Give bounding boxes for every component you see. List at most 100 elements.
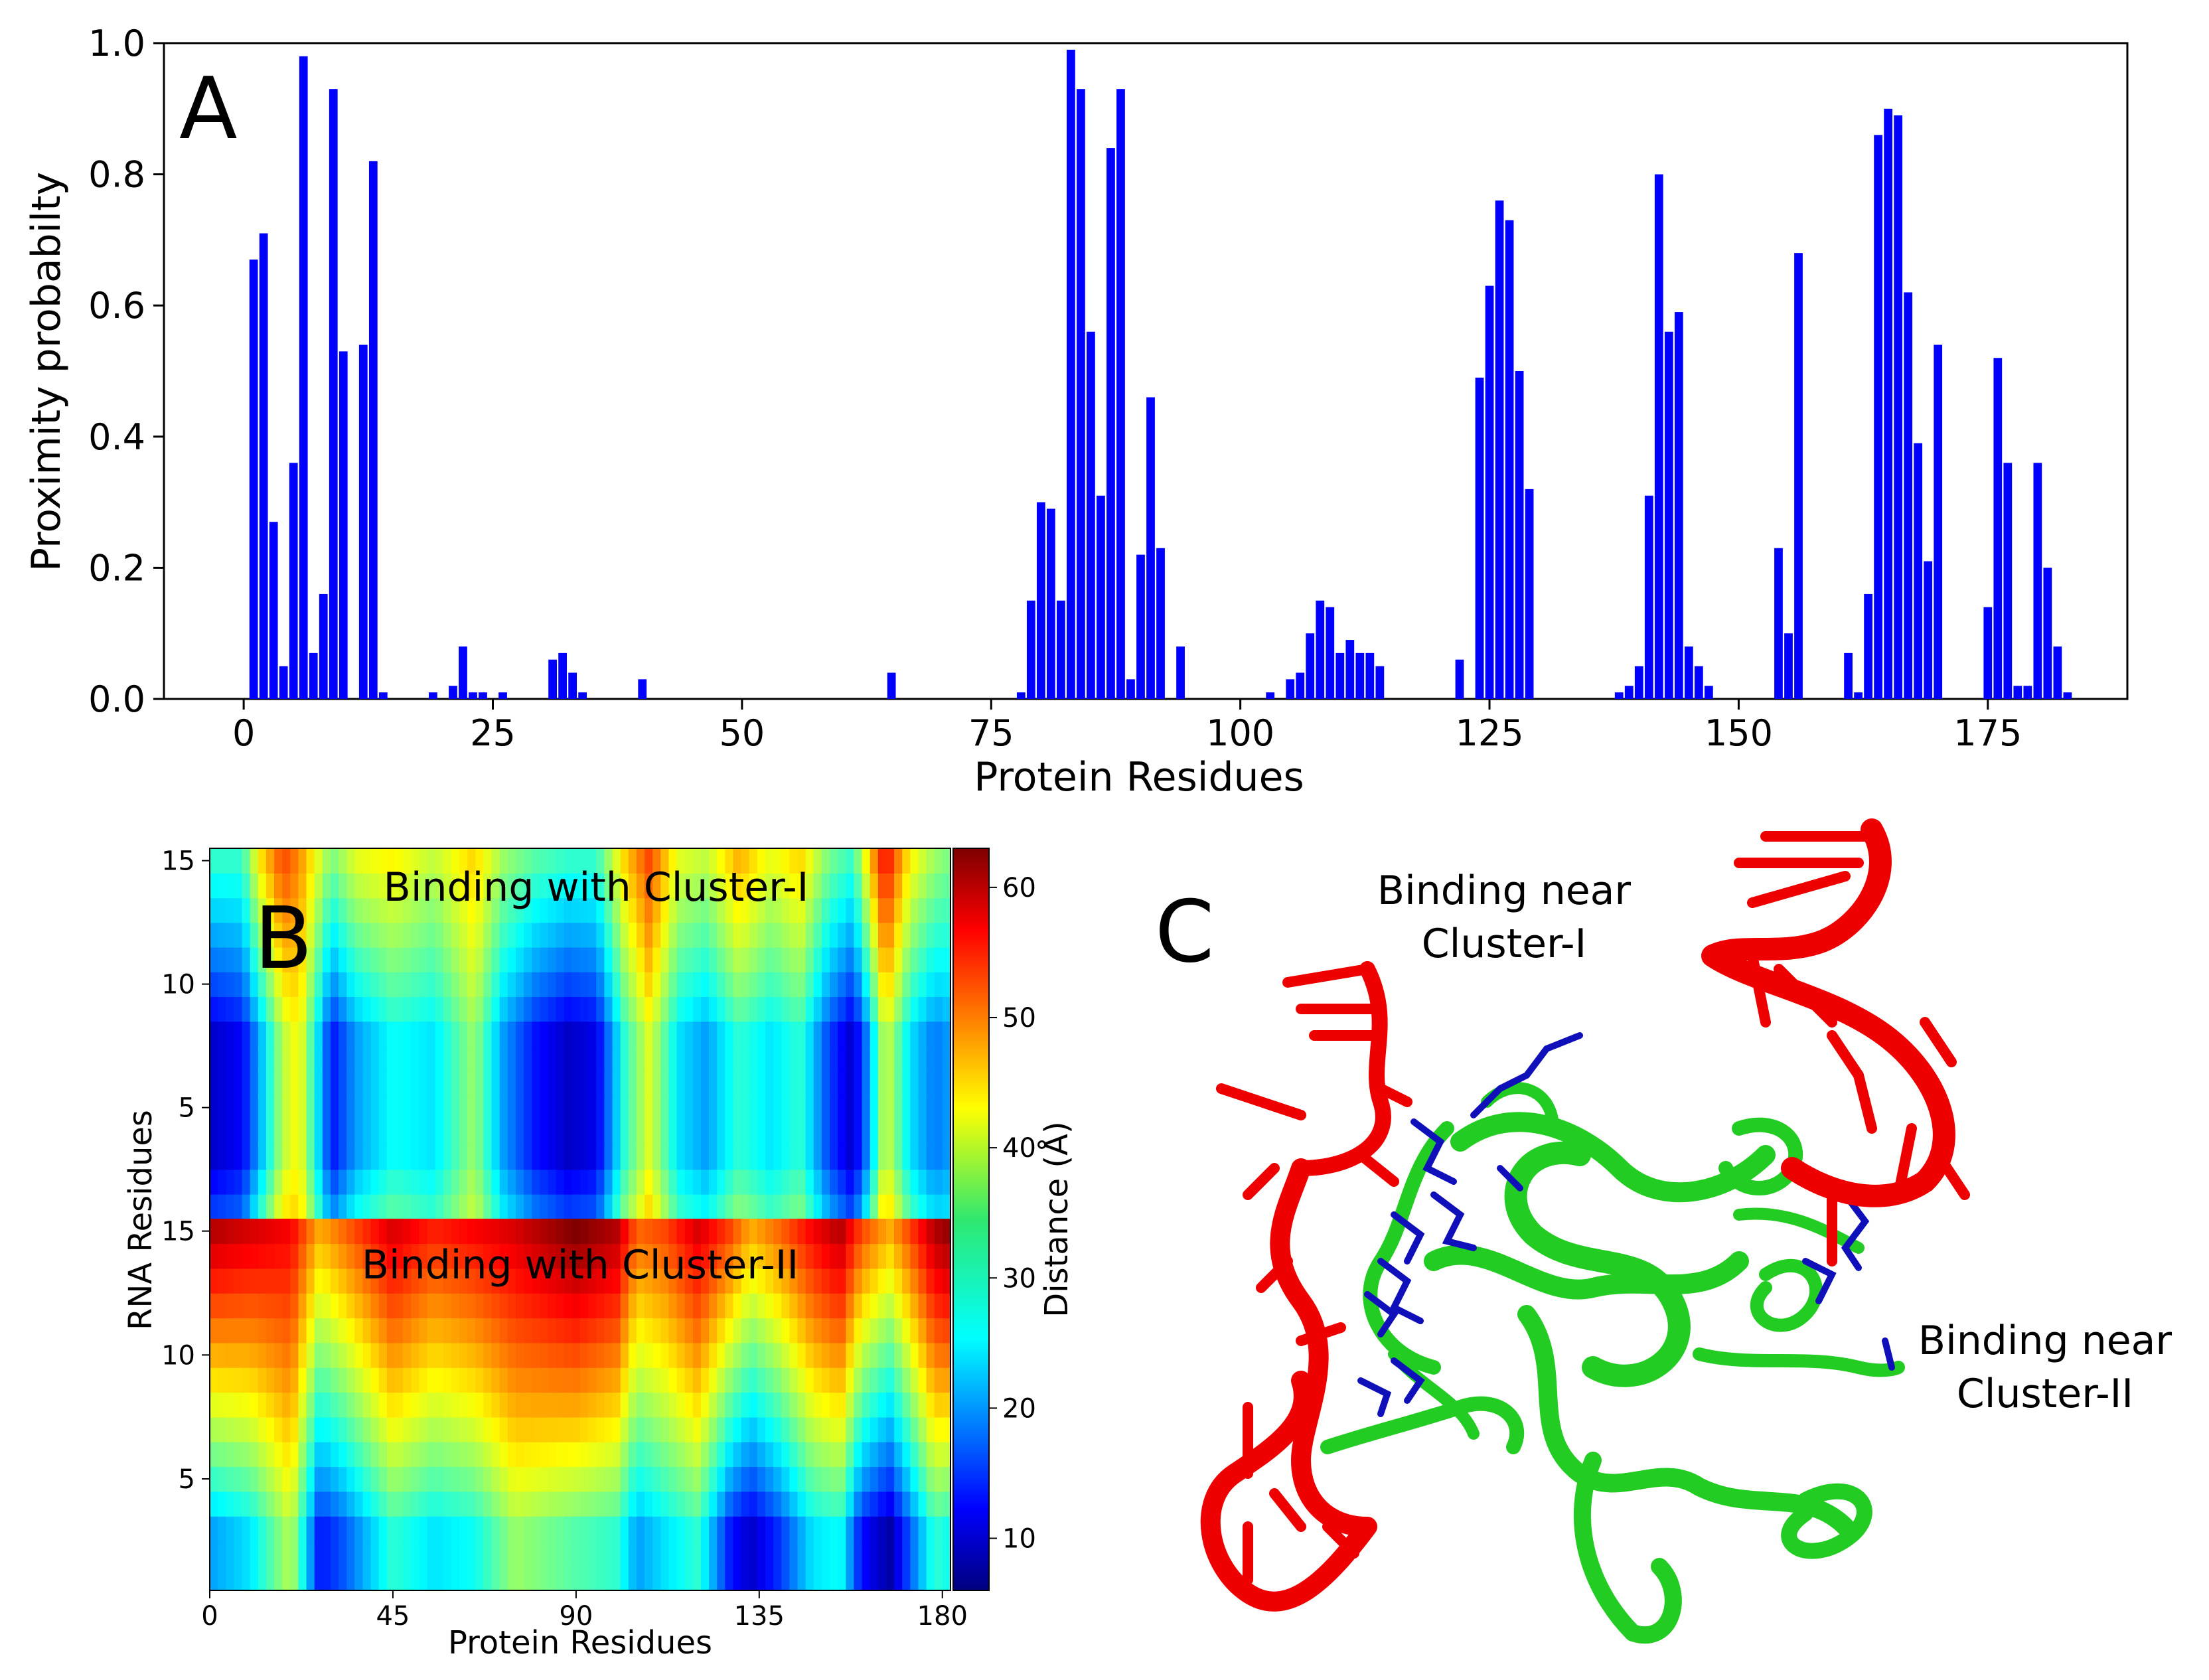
label-binding-near-cluster-1-line2: Cluster-I (1422, 921, 1586, 967)
heatmap-cell (773, 1466, 783, 1492)
heatmap-cell (354, 1392, 364, 1418)
heatmap-cell (354, 873, 364, 899)
heatmap-cell (242, 1070, 251, 1096)
heatmap-y-tick-label: 10 (161, 1340, 195, 1371)
heatmap-cell (330, 1144, 339, 1170)
heatmap-cell (274, 1342, 283, 1368)
heatmap-cell (306, 922, 315, 948)
heatmap-cell (571, 1516, 581, 1542)
heatmap-cell (902, 1565, 911, 1590)
heatmap-cell (846, 1193, 855, 1219)
heatmap-cell (668, 1095, 678, 1120)
heatmap-cell (266, 1021, 275, 1047)
heatmap-cell (749, 897, 758, 923)
heatmap-cell (395, 1120, 404, 1146)
heatmap-cell (684, 1095, 694, 1120)
heatmap-cell (242, 1442, 251, 1468)
heatmap-cell (242, 1318, 251, 1343)
heatmap-cell (684, 1541, 694, 1566)
heatmap-cell (451, 1516, 460, 1542)
heatmap-cell (435, 1219, 444, 1245)
heatmap-cell (218, 873, 227, 899)
heatmap-cell (846, 1491, 855, 1517)
heatmap-cell (427, 1045, 436, 1071)
heatmap-cell (797, 1565, 806, 1590)
heatmap-cell (789, 873, 799, 899)
heatmap-cell (571, 1392, 581, 1418)
heatmap-cell (676, 1144, 686, 1170)
heatmap-cell (846, 1045, 855, 1071)
heatmap-cell (467, 1416, 477, 1442)
heatmap-cell (443, 1169, 452, 1195)
heatmap-cell (322, 1095, 331, 1120)
heatmap-cell (282, 1021, 291, 1047)
heatmap-cell (467, 1120, 477, 1146)
heatmap-cell (717, 1491, 726, 1517)
panel-label-b: B (254, 889, 313, 988)
heatmap-cell (580, 1095, 589, 1120)
heatmap-cell (339, 1516, 348, 1542)
heatmap-cell (636, 1416, 645, 1442)
heatmap-cell (902, 1243, 911, 1269)
heatmap-cell (427, 848, 436, 874)
heatmap-cell (540, 1219, 549, 1245)
heatmap-cell (226, 972, 235, 997)
heatmap-cell (322, 1491, 331, 1517)
heatmap-cell (282, 947, 291, 972)
heatmap-cell (403, 972, 412, 997)
heatmap-cell (717, 1392, 726, 1418)
heatmap-cell (370, 922, 380, 948)
heatmap-cell (773, 848, 783, 874)
heatmap-cell (741, 1466, 750, 1492)
heatmap-cell (813, 1193, 822, 1219)
heatmap-cell (314, 1466, 323, 1492)
heatmap-cell (885, 922, 895, 948)
heatmap-cell (274, 1541, 283, 1566)
heatmap-cell (282, 1095, 291, 1120)
heatmap-cell (781, 1293, 791, 1319)
heatmap-cell (362, 1070, 372, 1096)
heatmap-cell (362, 1219, 372, 1245)
heatmap-cell (910, 1219, 919, 1245)
heatmap-cell (242, 1392, 251, 1418)
heatmap-cell (717, 1070, 726, 1096)
heatmap-cell (628, 897, 637, 923)
heatmap-cell (515, 947, 524, 972)
heatmap-cell (564, 1193, 573, 1219)
heatmap-cell (645, 848, 653, 874)
colorbar-tick-label: 10 (1002, 1524, 1036, 1555)
heatmap-cell (524, 1070, 533, 1096)
heatmap-cell (378, 848, 388, 874)
heatmap-cell (789, 1021, 799, 1047)
heatmap-cell (427, 922, 436, 948)
heatmap-cell (475, 1193, 485, 1219)
heatmap-cell (846, 947, 855, 972)
heatmap-cell (499, 1045, 508, 1071)
heatmap-cell (242, 922, 251, 948)
heatmap-cell (894, 996, 903, 1022)
heatmap-cell (725, 1169, 734, 1195)
heatmap-cell (210, 873, 218, 899)
heatmap-cell (902, 1293, 911, 1319)
heatmap-cell (322, 1070, 331, 1096)
heatmap-cell (910, 873, 919, 899)
heatmap-cell (354, 1318, 364, 1343)
heatmap-cell (645, 1565, 653, 1590)
heatmap-cell (918, 873, 927, 899)
heatmap-cell (298, 1219, 307, 1245)
heatmap-cell (660, 1491, 670, 1517)
heatmap-cell (709, 1392, 718, 1418)
heatmap-cell (282, 1565, 291, 1590)
heatmap-cell (378, 873, 388, 899)
heatmap-cell (830, 972, 838, 997)
heatmap-cell (813, 1466, 822, 1492)
heatmap-cell (507, 1268, 516, 1294)
heatmap-cell (378, 897, 388, 923)
heatmap-cell (709, 873, 718, 899)
heatmap-cell (821, 1416, 830, 1442)
heatmap-cell (403, 873, 412, 899)
heatmap-cell (854, 1565, 863, 1590)
heatmap-cell (660, 922, 670, 948)
heatmap-cell (427, 1095, 436, 1120)
heatmap-cell (242, 947, 251, 972)
